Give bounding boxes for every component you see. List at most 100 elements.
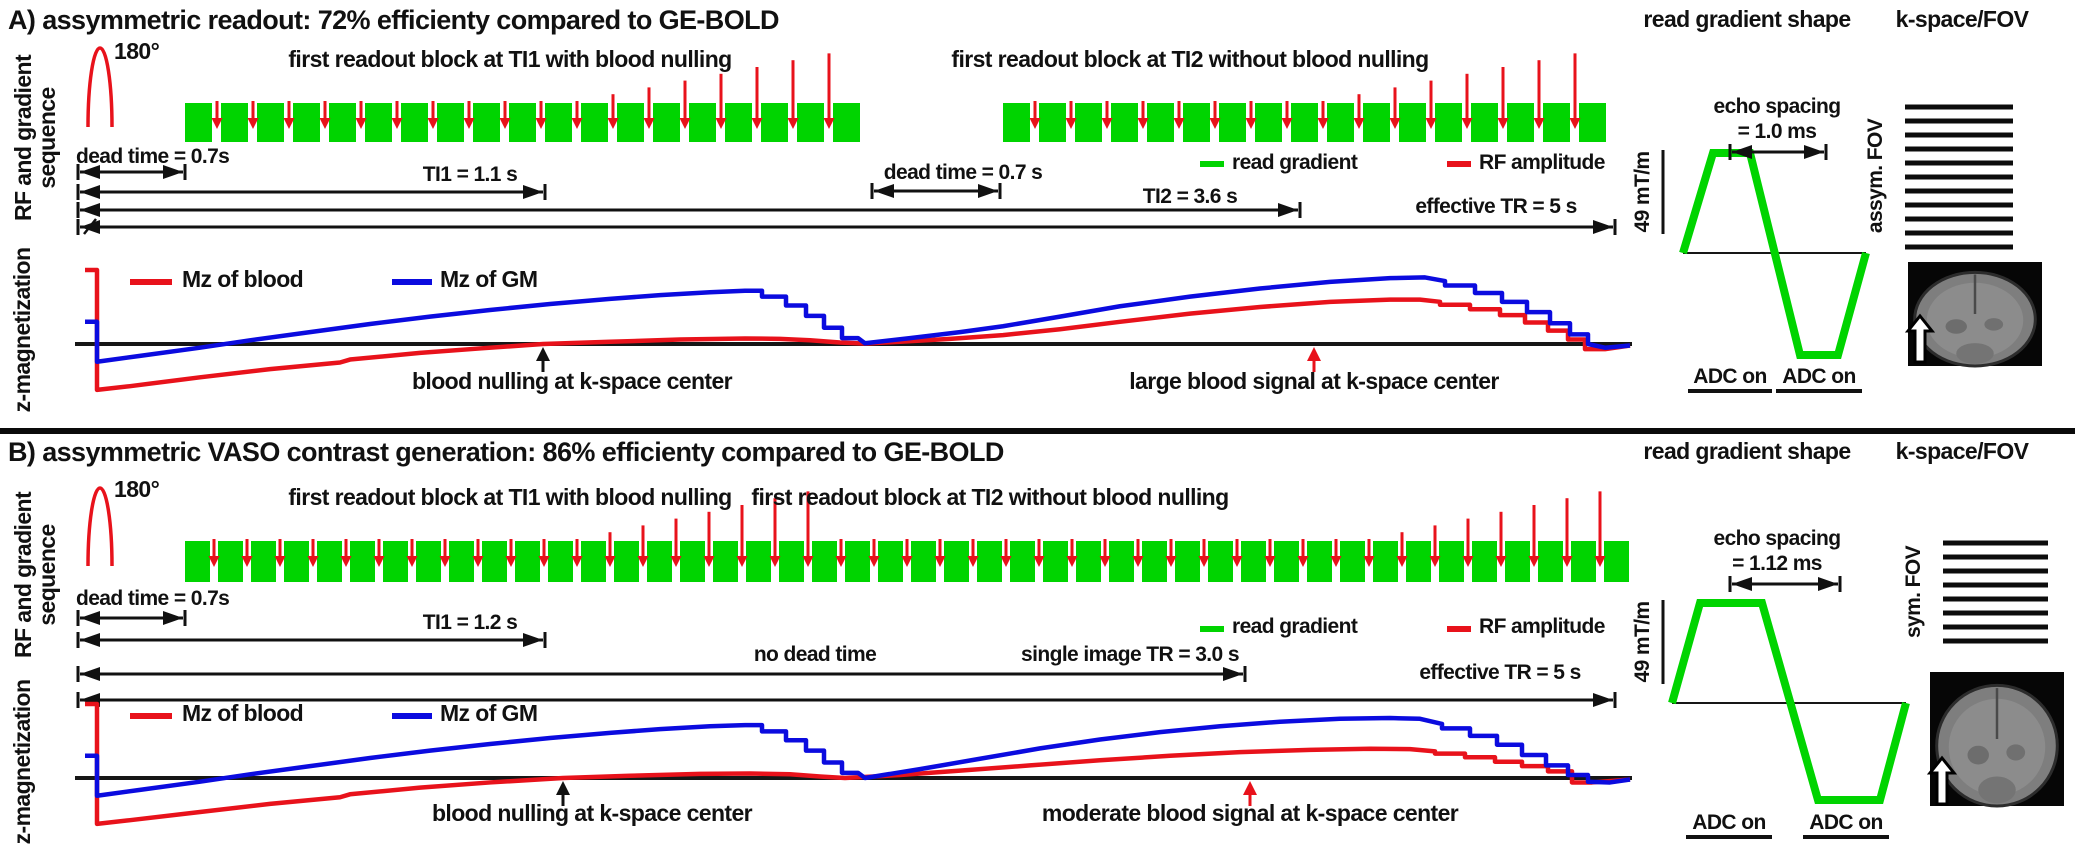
readout-gradient-block bbox=[416, 541, 441, 582]
rf-pulse-arrowhead bbox=[1209, 118, 1221, 129]
annotation-arrow-head bbox=[1243, 781, 1257, 795]
panel-a-ti1-label: TI1 = 1.1 s bbox=[422, 163, 518, 186]
panel-b-adc-on-2: ADC on bbox=[1803, 812, 1889, 839]
rf-pulse-arrowhead bbox=[1264, 556, 1276, 567]
readout-gradient-block bbox=[713, 541, 738, 582]
panel-a-legend-read-gradient: read gradient bbox=[1232, 151, 1358, 174]
brain-image bbox=[1926, 282, 2024, 358]
readout-gradient-block bbox=[545, 103, 572, 142]
readout-gradient-block bbox=[1043, 541, 1068, 582]
panel-b-kspace-header: k-space/FOV bbox=[1895, 438, 2029, 464]
rf-pulse-arrowhead bbox=[787, 118, 799, 129]
rf-pulse-arrowhead bbox=[1101, 118, 1113, 129]
panel-a-fov-label: assym. FOV bbox=[1864, 118, 1887, 234]
panel-b-legend-rf-amplitude: RF amplitude bbox=[1479, 615, 1605, 638]
mz-curve-blood bbox=[85, 267, 1631, 393]
rf-pulse-arrowhead bbox=[1245, 118, 1257, 129]
rf-pulse-arrowhead bbox=[439, 556, 451, 567]
readout-gradient-block bbox=[689, 103, 716, 142]
panel-a-title: A) assymmetric readout: 72% efficienty c… bbox=[8, 5, 780, 35]
readout-gradient-block bbox=[1219, 103, 1246, 142]
panel-b-adc-on-1: ADC on bbox=[1686, 812, 1772, 839]
rf-pulse-arrowhead bbox=[1231, 556, 1243, 567]
brain-image bbox=[1967, 745, 1989, 765]
rf-pulse-arrowhead bbox=[1281, 118, 1293, 129]
panel-b-effective-tr-label: effective TR = 5 s bbox=[1419, 661, 1581, 684]
rf-pulse-arrowhead bbox=[1425, 118, 1437, 129]
panel-a-adc-on-1: ADC on bbox=[1688, 366, 1772, 393]
a-ti1-head-left bbox=[80, 185, 100, 199]
brain-image bbox=[2006, 744, 2026, 761]
rf-pulse-arrowhead bbox=[643, 118, 655, 129]
rf-pulse-arrowhead bbox=[373, 556, 385, 567]
rf-pulse-arrowhead bbox=[1297, 556, 1309, 567]
panel-a-kspace-header: k-space/FOV bbox=[1895, 6, 2029, 32]
readout-gradient-block bbox=[1472, 541, 1497, 582]
rf-pulse-arrowhead bbox=[1495, 556, 1507, 567]
readout-gradient-block bbox=[329, 103, 356, 142]
readout-gradient-block bbox=[1538, 541, 1563, 582]
panel-a-gradient-amplitude-label: 49 mT/m bbox=[1631, 151, 1654, 233]
rf-pulse-arrowhead bbox=[1561, 556, 1573, 567]
panel-b-fov-label: sym. FOV bbox=[1902, 545, 1925, 639]
rf-pulse-arrowhead bbox=[1353, 118, 1365, 129]
rf-pulse-arrowhead bbox=[934, 556, 946, 567]
rf-pulse-arrowhead bbox=[1137, 118, 1149, 129]
rf-pulse-arrowhead bbox=[247, 118, 259, 129]
readout-gradient-block bbox=[251, 541, 276, 582]
readout-gradient-block bbox=[218, 541, 243, 582]
readout-gradient-block bbox=[401, 103, 428, 142]
b-ti1-head-left bbox=[80, 633, 100, 647]
rf-pulse-arrowhead bbox=[703, 556, 715, 567]
panel-a-echo-spacing-line1: echo spacing bbox=[1713, 95, 1841, 118]
phase-encode-direction-arrow bbox=[1926, 755, 1958, 806]
readout-gradient-block bbox=[878, 541, 903, 582]
panel-a-ti2-label: TI2 = 3.6 s bbox=[1142, 185, 1238, 208]
panel-b-gradient-amplitude-label: 49 mT/m bbox=[1631, 601, 1654, 683]
panel-b-annotation-blood-signal: moderate blood signal at k-space center bbox=[1041, 800, 1459, 826]
panel-b-single-image-tr-label: single image TR = 3.0 s bbox=[1021, 643, 1239, 666]
readout-gradient-block bbox=[833, 103, 860, 142]
panel-b-legend-mz-gm: Mz of GM bbox=[440, 700, 538, 726]
rf-pulse-arrowhead bbox=[1569, 118, 1581, 129]
readout-gradient-block bbox=[647, 541, 672, 582]
readout-gradient-block bbox=[221, 103, 248, 142]
readout-gradient-block bbox=[1435, 103, 1462, 142]
readout-gradient-block bbox=[746, 541, 771, 582]
a-axis-break-slash bbox=[83, 218, 97, 235]
panel-b-no-dead-time-label: no dead time bbox=[753, 643, 877, 666]
readout-gradient-block bbox=[653, 103, 680, 142]
panel-a-readout-label-1: first readout block at TI1 with blood nu… bbox=[288, 46, 732, 72]
rf-pulse-arrowhead bbox=[967, 556, 979, 567]
readout-gradient-block bbox=[1340, 541, 1365, 582]
rf-pulse-arrowhead bbox=[208, 556, 220, 567]
rf-pulse-arrowhead bbox=[472, 556, 484, 567]
a-deadtime1-head-left bbox=[80, 165, 100, 179]
rf-pulse-arrowhead bbox=[211, 118, 223, 129]
panel-b-rf-pulse-label: 180° bbox=[114, 476, 160, 502]
readout-gradient-block bbox=[1255, 103, 1282, 142]
readout-gradient-block bbox=[548, 541, 573, 582]
rf-pulse-arrowhead bbox=[1497, 118, 1509, 129]
rf-pulse-arrowhead bbox=[241, 556, 253, 567]
rf-pulse-arrowhead bbox=[1533, 118, 1545, 129]
rf-pulse-arrowhead bbox=[715, 118, 727, 129]
read-gradient-shape bbox=[1668, 599, 1910, 804]
rf-pulse-arrowhead bbox=[1173, 118, 1185, 129]
rf-pulse-arrowhead bbox=[604, 556, 616, 567]
panel-divider bbox=[0, 428, 2075, 434]
readout-gradient-block bbox=[1241, 541, 1266, 582]
rf-pulse-arrowhead bbox=[1066, 556, 1078, 567]
mz-curve-gm bbox=[85, 715, 1631, 799]
readout-gradient-block bbox=[1142, 541, 1167, 582]
rf-pulse-arrowhead bbox=[1330, 556, 1342, 567]
rf-pulse-arrowhead bbox=[319, 118, 331, 129]
rf-pulse-arrowhead bbox=[355, 118, 367, 129]
panel-b-legend-read-gradient: read gradient bbox=[1232, 615, 1358, 638]
readout-gradient-block bbox=[725, 103, 752, 142]
rf-pulse-arrowhead bbox=[802, 556, 814, 567]
rf-pulse-arrowhead bbox=[823, 118, 835, 129]
readout-gradient-block bbox=[317, 541, 342, 582]
readout-gradient-block bbox=[944, 541, 969, 582]
